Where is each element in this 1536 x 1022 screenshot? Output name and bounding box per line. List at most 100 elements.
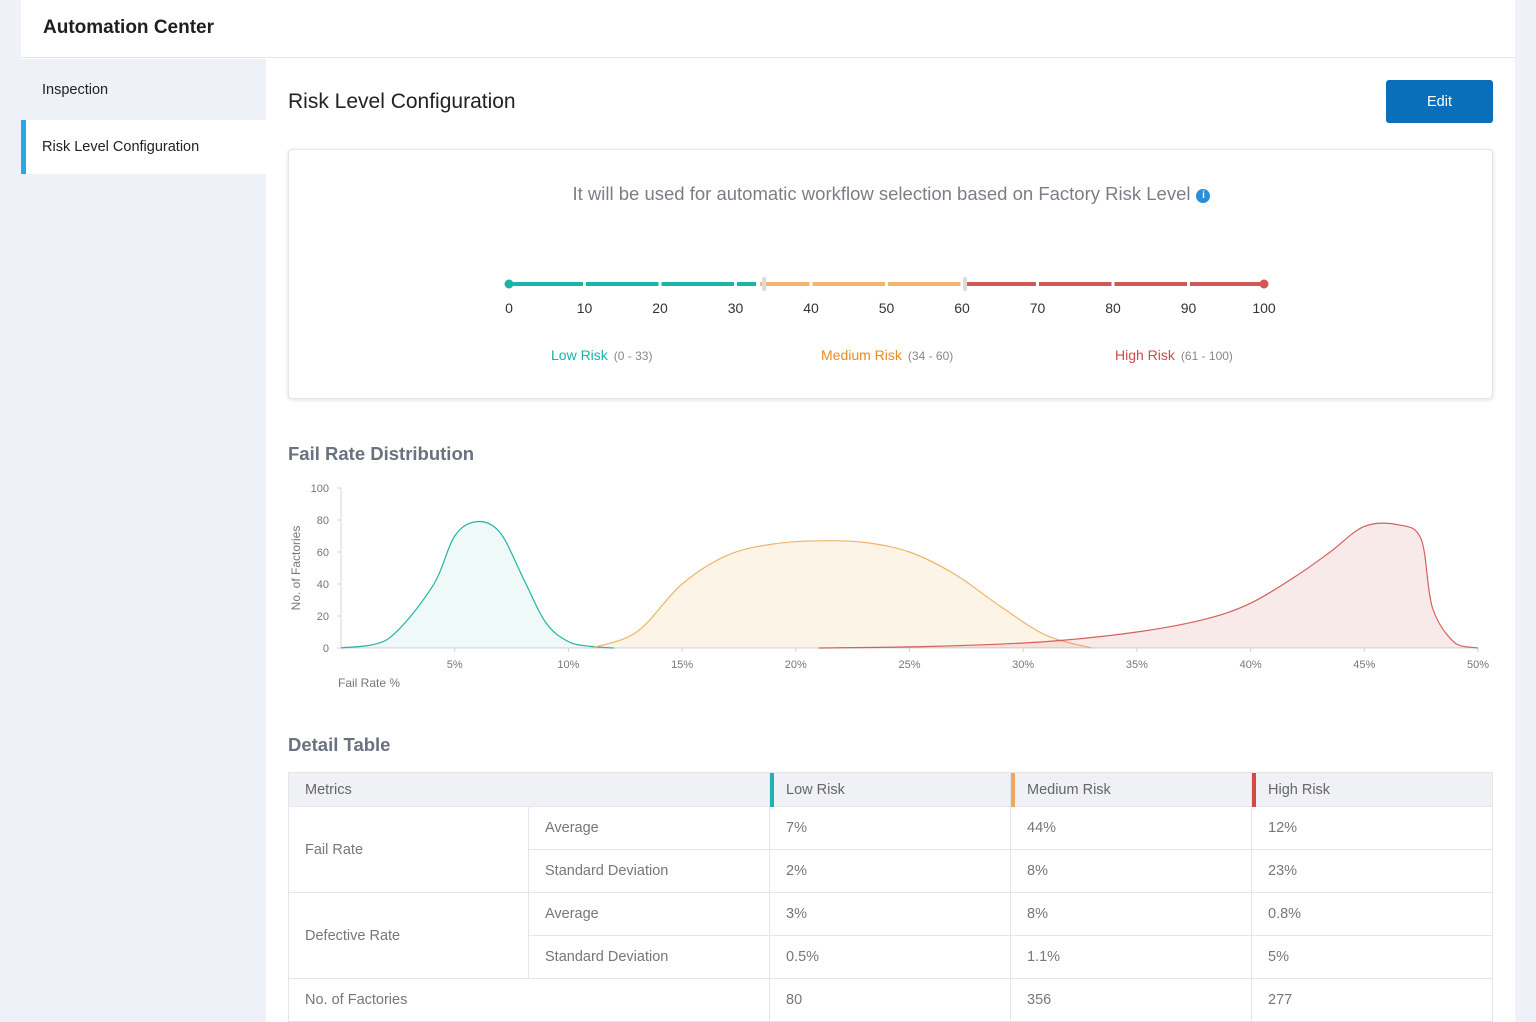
slider-start-dot xyxy=(504,279,514,289)
legend-low-risk: Low Risk (0 - 33) xyxy=(551,347,652,363)
sidebar-item-risk-level-configuration[interactable]: Risk Level Configuration xyxy=(21,120,266,174)
legend-high-range: (61 - 100) xyxy=(1180,349,1233,363)
info-icon[interactable]: i xyxy=(1196,189,1211,203)
high-risk-curve xyxy=(818,522,1479,649)
low-risk-area xyxy=(341,521,614,648)
detail-table-title: Detail Table xyxy=(288,734,391,755)
risk-slider[interactable] xyxy=(289,150,1494,400)
slider-tick-label: 50 xyxy=(878,300,895,316)
y-tick-label: 100 xyxy=(311,483,329,495)
header-high-risk: High Risk xyxy=(1251,772,1493,807)
fail-rate-label: Fail Rate xyxy=(288,806,529,893)
header-medium-risk: Medium Risk xyxy=(1010,772,1252,807)
detail-table: Metrics Low Risk Medium Risk High Risk F… xyxy=(288,772,1493,1022)
fail-rate-avg-high: 12% xyxy=(1251,806,1493,850)
x-tick-label: 30% xyxy=(1012,659,1034,671)
legend-medium-range: (34 - 60) xyxy=(907,349,954,363)
slider-tick-label: 80 xyxy=(1105,300,1121,316)
header-metrics: Metrics xyxy=(288,772,770,807)
defective-rate-std-medium: 1.1% xyxy=(1010,935,1252,979)
legend-low-name: Low Risk xyxy=(551,347,608,363)
slider-tick-label: 70 xyxy=(1029,300,1046,316)
distribution-title: Fail Rate Distribution xyxy=(288,443,475,464)
y-axis-label: No. of Factories xyxy=(289,526,303,611)
top-bar: Automation Center xyxy=(21,0,1515,58)
fail-rate-std-low: 2% xyxy=(769,849,1011,893)
header-low-risk-label: Low Risk xyxy=(786,781,845,798)
defective-rate-std-label: Standard Deviation xyxy=(528,935,770,979)
high-risk-area xyxy=(818,523,1478,648)
legend-high-risk: High Risk (61 - 100) xyxy=(1115,347,1233,363)
defective-rate-std-low: 0.5% xyxy=(769,935,1011,979)
slider-tick-label: 40 xyxy=(803,300,819,316)
fail-rate-avg-label: Average xyxy=(528,806,770,850)
high-risk-color-bar xyxy=(1252,773,1256,807)
description-text: It will be used for automatic workflow s… xyxy=(572,183,1191,204)
x-tick-label: 40% xyxy=(1240,659,1262,671)
slider-tick-label: 60 xyxy=(954,300,970,316)
slider-tick-label: 100 xyxy=(1252,300,1276,316)
medium-risk-color-bar xyxy=(1011,773,1015,807)
x-tick-label: 45% xyxy=(1353,659,1375,671)
slider-handle-low-medium[interactable] xyxy=(762,277,767,291)
config-description: It will be used for automatic workflow s… xyxy=(289,183,1494,205)
defective-rate-std-high: 5% xyxy=(1251,935,1493,979)
x-axis-label: Fail Rate % xyxy=(338,676,400,690)
low-risk-curve xyxy=(340,520,614,649)
x-tick-label: 25% xyxy=(898,659,920,671)
app-title: Automation Center xyxy=(43,17,214,38)
x-tick-label: 50% xyxy=(1467,659,1489,671)
x-tick-label: 35% xyxy=(1126,659,1148,671)
edit-button[interactable]: Edit xyxy=(1386,80,1493,123)
medium-risk-area xyxy=(591,540,1092,648)
slider-tick-label: 20 xyxy=(652,300,668,316)
page-title: Risk Level Configuration xyxy=(288,90,516,113)
x-tick-label: 5% xyxy=(447,659,463,671)
slider-tick-label: 30 xyxy=(727,300,744,316)
x-tick-label: 10% xyxy=(557,659,579,671)
legend-medium-name: Medium Risk xyxy=(821,347,902,363)
factories-low: 80 xyxy=(769,978,1011,1022)
x-tick-label: 20% xyxy=(785,659,807,671)
table-row: Defective Rate Average 3% 8% 0.8% xyxy=(288,892,1493,979)
y-tick-label: 40 xyxy=(317,579,329,591)
factories-medium: 356 xyxy=(1010,978,1252,1022)
sidebar: Inspection Risk Level Configuration xyxy=(21,59,266,1022)
y-tick-label: 20 xyxy=(317,611,329,623)
defective-rate-avg-label: Average xyxy=(528,892,770,936)
y-tick-label: 60 xyxy=(317,547,329,559)
legend-high-name: High Risk xyxy=(1115,347,1175,363)
table-row: Fail Rate Average 7% 44% 12% xyxy=(288,806,1493,893)
slider-tick-label: 10 xyxy=(576,300,593,316)
table-row: Standard Deviation 0.5% 1.1% 5% xyxy=(289,935,1493,979)
y-tick-label: 0 xyxy=(323,643,329,655)
risk-config-card: It will be used for automatic workflow s… xyxy=(288,149,1493,399)
app-frame: Automation Center Inspection Risk Level … xyxy=(21,0,1515,1022)
low-risk-color-bar xyxy=(770,773,774,807)
legend-medium-risk: Medium Risk (34 - 60) xyxy=(821,347,953,363)
table-row: No. of Factories 80 356 277 xyxy=(288,978,1493,1022)
fail-rate-chart: 0 20 40 60 80 100 5% 10% 15% 20% 25% 30% 35% 40% 45% 50… xyxy=(289,483,1489,690)
fail-rate-std-medium: 8% xyxy=(1010,849,1252,893)
slider-tick-label: 90 xyxy=(1180,300,1197,316)
y-tick-label: 80 xyxy=(317,515,329,527)
slider-end-dot xyxy=(1259,279,1269,289)
defective-rate-avg-medium: 8% xyxy=(1010,892,1252,936)
defective-rate-avg-high: 0.8% xyxy=(1251,892,1493,936)
header-high-risk-label: High Risk xyxy=(1268,781,1331,798)
legend-low-range: (0 - 33) xyxy=(613,349,653,363)
fail-rate-avg-medium: 44% xyxy=(1010,806,1252,850)
factories-high: 277 xyxy=(1251,978,1493,1022)
defective-rate-label: Defective Rate xyxy=(288,892,529,979)
slider-tick-label: 0 xyxy=(505,300,513,316)
slider-handle-medium-high[interactable] xyxy=(963,277,968,291)
medium-risk-curve xyxy=(590,540,1092,649)
header-low-risk: Low Risk xyxy=(769,772,1011,807)
sidebar-item-inspection[interactable]: Inspection xyxy=(42,82,109,98)
fail-rate-std-label: Standard Deviation xyxy=(528,849,770,893)
fail-rate-avg-low: 7% xyxy=(769,806,1011,850)
main-content: Risk Level Configuration Edit It will be… xyxy=(266,59,1515,1022)
fail-rate-std-high: 23% xyxy=(1251,849,1493,893)
header-medium-risk-label: Medium Risk xyxy=(1027,781,1111,798)
factories-label: No. of Factories xyxy=(288,978,770,1022)
